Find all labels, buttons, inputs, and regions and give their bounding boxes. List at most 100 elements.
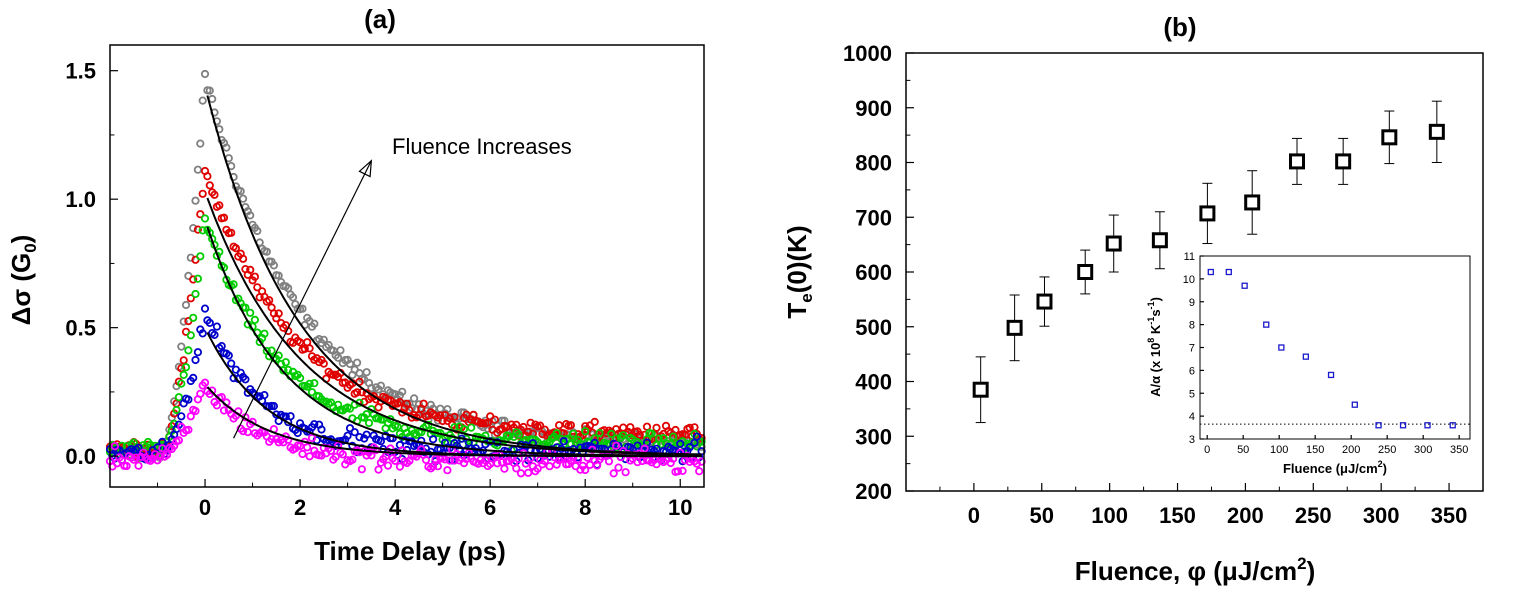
fluence-annotation: Fluence Increases: [392, 134, 572, 159]
data-point: [490, 415, 499, 424]
data-point: [566, 421, 576, 430]
data-point: [246, 265, 255, 274]
y-tick-label: 1.5: [65, 59, 96, 84]
y-tick-label: 0.5: [65, 316, 96, 341]
square-marker: [1289, 153, 1306, 170]
data-point: [191, 355, 200, 365]
data-point: [590, 417, 599, 426]
x-tick-label: 300: [1363, 503, 1400, 528]
data-point: [355, 448, 364, 457]
inset-ticks: 0 50 100 150 200 250 300 350 3 4 5 6 7 8 9 10 11: [1183, 251, 1469, 456]
panel-a-ylabel: Δσ (G0): [6, 235, 40, 326]
data-point: [184, 346, 193, 355]
y-tick-label: 7: [1189, 343, 1195, 355]
data-point: [635, 430, 644, 439]
data-point: [505, 432, 514, 441]
data-point: [333, 353, 343, 362]
data-point: [179, 356, 188, 365]
data-point: [376, 437, 385, 446]
inset-marker: [1424, 422, 1431, 429]
data-point: [231, 244, 240, 253]
x-tick-label: 100: [1270, 444, 1288, 456]
data-point: [260, 390, 269, 400]
panel-a-frame: [109, 44, 705, 488]
square-marker: [1428, 123, 1445, 140]
data-point: [581, 465, 590, 475]
data-point: [274, 309, 283, 318]
data-point: [355, 432, 364, 442]
inset-ylabel-mid2: s: [1148, 309, 1163, 316]
data-point: [196, 139, 205, 148]
y-tick-label: 200: [855, 479, 892, 504]
data-point: [355, 377, 364, 386]
data-point: [595, 428, 604, 438]
data-point: [189, 373, 198, 382]
square-marker: [1199, 205, 1216, 222]
data-point: [260, 329, 269, 338]
x-tick-label: 4: [389, 495, 402, 520]
data-point: [239, 194, 248, 203]
data-point: [191, 196, 200, 205]
x-tick-label: 200: [1227, 503, 1264, 528]
y-tick-label: 300: [855, 424, 892, 449]
data-point: [205, 86, 214, 95]
data-point: [493, 438, 502, 447]
data-point: [319, 335, 328, 344]
square-marker: [1244, 194, 1261, 211]
inset-xlabel-sup: 2: [1378, 459, 1383, 469]
data-point: [345, 359, 355, 369]
data-point: [362, 368, 371, 377]
data-point: [524, 468, 533, 477]
data-point: [193, 225, 202, 234]
data-point: [336, 346, 345, 355]
data-point: [685, 423, 694, 432]
data-point: [552, 429, 561, 438]
data-point: [179, 370, 188, 379]
data-point: [200, 378, 210, 387]
y-tick-label: 11: [1184, 251, 1195, 263]
data-point: [217, 341, 226, 351]
data-point: [673, 467, 683, 476]
data-point: [526, 418, 535, 427]
data-point: [295, 373, 305, 383]
data-point: [196, 389, 205, 398]
x-tick-label: 6: [484, 495, 496, 520]
data-point: [640, 444, 649, 453]
inset-marker: [1399, 422, 1407, 429]
data-point: [305, 452, 314, 461]
data-point: [162, 450, 172, 459]
data-point: [343, 431, 352, 440]
data-point: [533, 464, 542, 473]
data-point: [189, 313, 198, 322]
data-point: [286, 412, 295, 421]
inset-frame: [1199, 255, 1471, 440]
data-point: [305, 379, 314, 388]
data-point: [388, 434, 397, 443]
data-point: [198, 96, 207, 105]
data-point: [200, 304, 210, 313]
panel-a-data: [105, 69, 706, 478]
data-point: [376, 381, 385, 390]
x-tick-label: 100: [1091, 503, 1128, 528]
x-tick-label: 50: [1237, 444, 1249, 456]
panel-a: (a) 0 2 4 6 8 100.00.51.01.5 Time Delay (ps) …: [6, 4, 706, 566]
data-point: [671, 425, 680, 435]
data-point: [129, 438, 138, 447]
data-point: [535, 421, 545, 430]
data-point: [512, 420, 521, 429]
inset-marker: [1207, 268, 1214, 276]
data-point: [519, 422, 528, 432]
data-point: [338, 450, 347, 459]
y-tick-label: 700: [855, 205, 892, 230]
data-point: [298, 304, 307, 313]
data-point: [972, 356, 989, 424]
data-point: [153, 443, 162, 452]
data-point: [1151, 211, 1168, 270]
panel-a-ticks: 0 2 4 6 8 10 0.0 0.5 1.0 1.5: [65, 59, 692, 520]
y-tick-label: 900: [855, 96, 892, 121]
panel-b: (b) 0 50 100 150 200 250 300 350200300400500600…: [782, 12, 1484, 586]
fluence-arrow: [233, 159, 373, 439]
data-point: [450, 412, 459, 421]
y-tick-label: 0.0: [65, 444, 96, 469]
data-point: [227, 228, 236, 237]
